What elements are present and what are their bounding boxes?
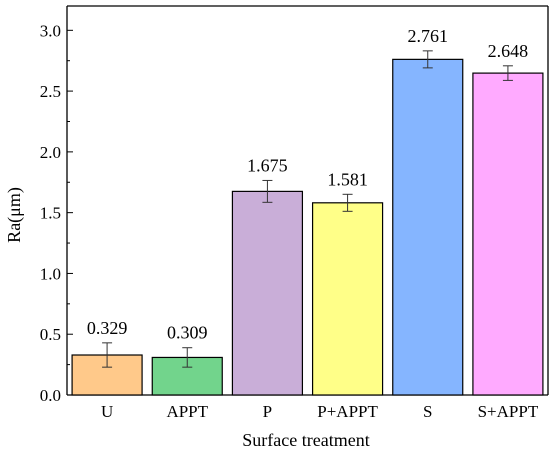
y-tick-label: 1.0 xyxy=(40,264,61,283)
data-label: 2.761 xyxy=(408,26,449,46)
bar-s-plus-appt xyxy=(472,72,544,396)
y-axis-title: Ra(μm) xyxy=(4,187,25,243)
x-tick-label: S+APPT xyxy=(478,402,539,421)
bars xyxy=(71,50,544,396)
bar-p xyxy=(231,190,304,396)
bar-s xyxy=(392,58,464,396)
x-tick-label: S xyxy=(423,402,432,421)
data-label: 1.581 xyxy=(327,169,368,189)
x-tick-label: U xyxy=(101,402,113,421)
data-label: 1.675 xyxy=(247,155,288,175)
bar-p-plus-appt xyxy=(311,202,384,396)
data-label: 0.329 xyxy=(87,318,128,338)
x-tick-label: P xyxy=(263,402,272,421)
y-tick-label: 2.5 xyxy=(40,82,61,101)
data-label: 0.309 xyxy=(167,323,208,343)
x-axis-title: Surface treatment xyxy=(242,430,369,450)
y-tick-label: 3.0 xyxy=(40,21,61,40)
labels: 0.0 0.5 1.0 1.5 2.0 2.5 3.0 0.329 U 0.309 APPT 1.67… xyxy=(40,21,539,421)
y-tick-label: 1.5 xyxy=(40,204,61,223)
y-tick-label: 0.5 xyxy=(40,325,61,344)
x-tick-label: APPT xyxy=(166,402,208,421)
x-tick-label: P+APPT xyxy=(317,402,378,421)
y-tick-label: 0.0 xyxy=(40,386,61,405)
y-tick-label: 2.0 xyxy=(40,143,61,162)
data-label: 2.648 xyxy=(488,41,529,61)
